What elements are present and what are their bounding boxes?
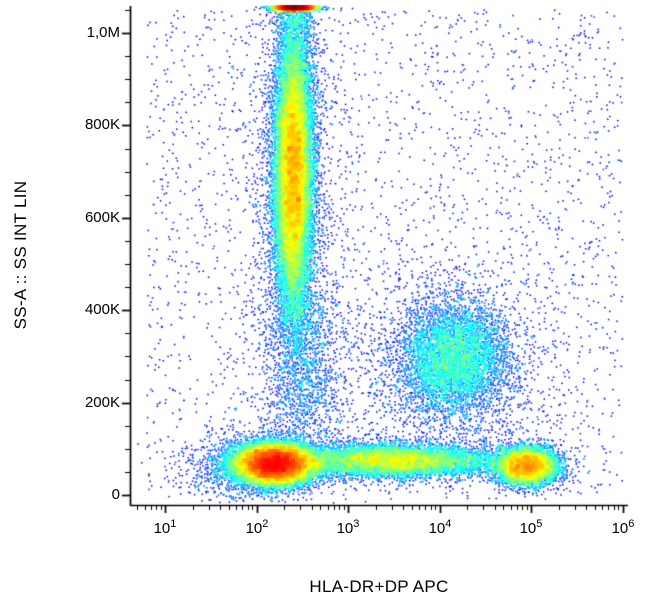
x-tick-exp: 3: [353, 518, 360, 530]
y-tick-label: 600K: [84, 209, 120, 226]
x-tick-base: 10: [336, 520, 354, 537]
y-tick-label: 0: [111, 486, 120, 503]
x-tick-exp: 5: [536, 518, 543, 530]
x-tick-label: 102: [232, 515, 282, 538]
x-tick-base: 10: [519, 520, 537, 537]
x-tick-label: 104: [415, 515, 465, 538]
x-tick-exp: 4: [445, 518, 452, 530]
y-tick-label: 1,0M: [86, 24, 120, 41]
x-tick-base: 10: [153, 520, 171, 537]
y-axis-title: SS-A :: SS INT LIN: [11, 180, 30, 330]
x-tick-exp: 2: [262, 518, 269, 530]
x-tick-label: 101: [140, 515, 190, 538]
x-tick-exp: 1: [170, 518, 177, 530]
x-tick-label: 106: [598, 515, 648, 538]
y-tick-label: 400K: [84, 301, 120, 318]
x-axis-title: HLA-DR+DP APC: [309, 577, 449, 596]
x-tick-base: 10: [245, 520, 263, 537]
x-tick-label: 105: [506, 515, 556, 538]
x-tick-exp: 6: [628, 518, 635, 530]
y-tick-label: 200K: [84, 394, 120, 411]
x-tick-label: 103: [323, 515, 373, 538]
x-tick-base: 10: [428, 520, 446, 537]
y-tick-label: 800K: [84, 116, 120, 133]
x-tick-base: 10: [611, 520, 629, 537]
